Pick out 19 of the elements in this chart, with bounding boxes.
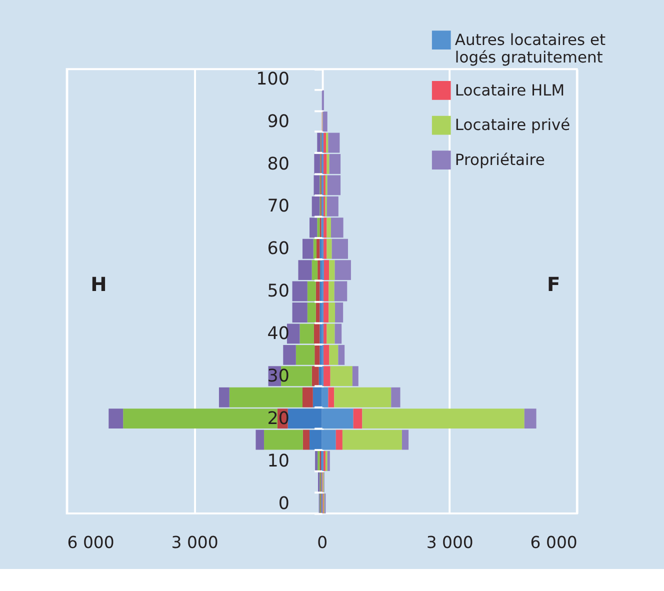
x-tick-label: 3 000: [426, 532, 474, 552]
y-tick-label: 90: [267, 112, 290, 132]
x-tick-label: 3 000: [171, 532, 218, 552]
y-tick-label: 0: [278, 494, 290, 514]
annotation: F: [547, 272, 560, 296]
legend-label: Locataire HLM: [454, 81, 565, 100]
y-tick-label: 70: [267, 196, 290, 217]
legend-label: Propriétaire: [454, 150, 545, 169]
y-tick-label: 60: [267, 239, 290, 260]
x-tick-label: 0: [317, 532, 328, 552]
legend-label: Locataire privé: [454, 116, 570, 134]
y-tick-label: 50: [267, 282, 290, 302]
y-tick-label: 80: [267, 154, 290, 174]
x-tick-label: 6 000: [67, 532, 114, 552]
annotation: H: [90, 272, 107, 296]
y-tick-label: 10: [267, 451, 290, 472]
y-tick-label: 100: [256, 69, 290, 90]
legend-label: Autres locataires et logés gratuitement: [454, 30, 606, 66]
x-tick-label: 6 000: [530, 532, 578, 552]
